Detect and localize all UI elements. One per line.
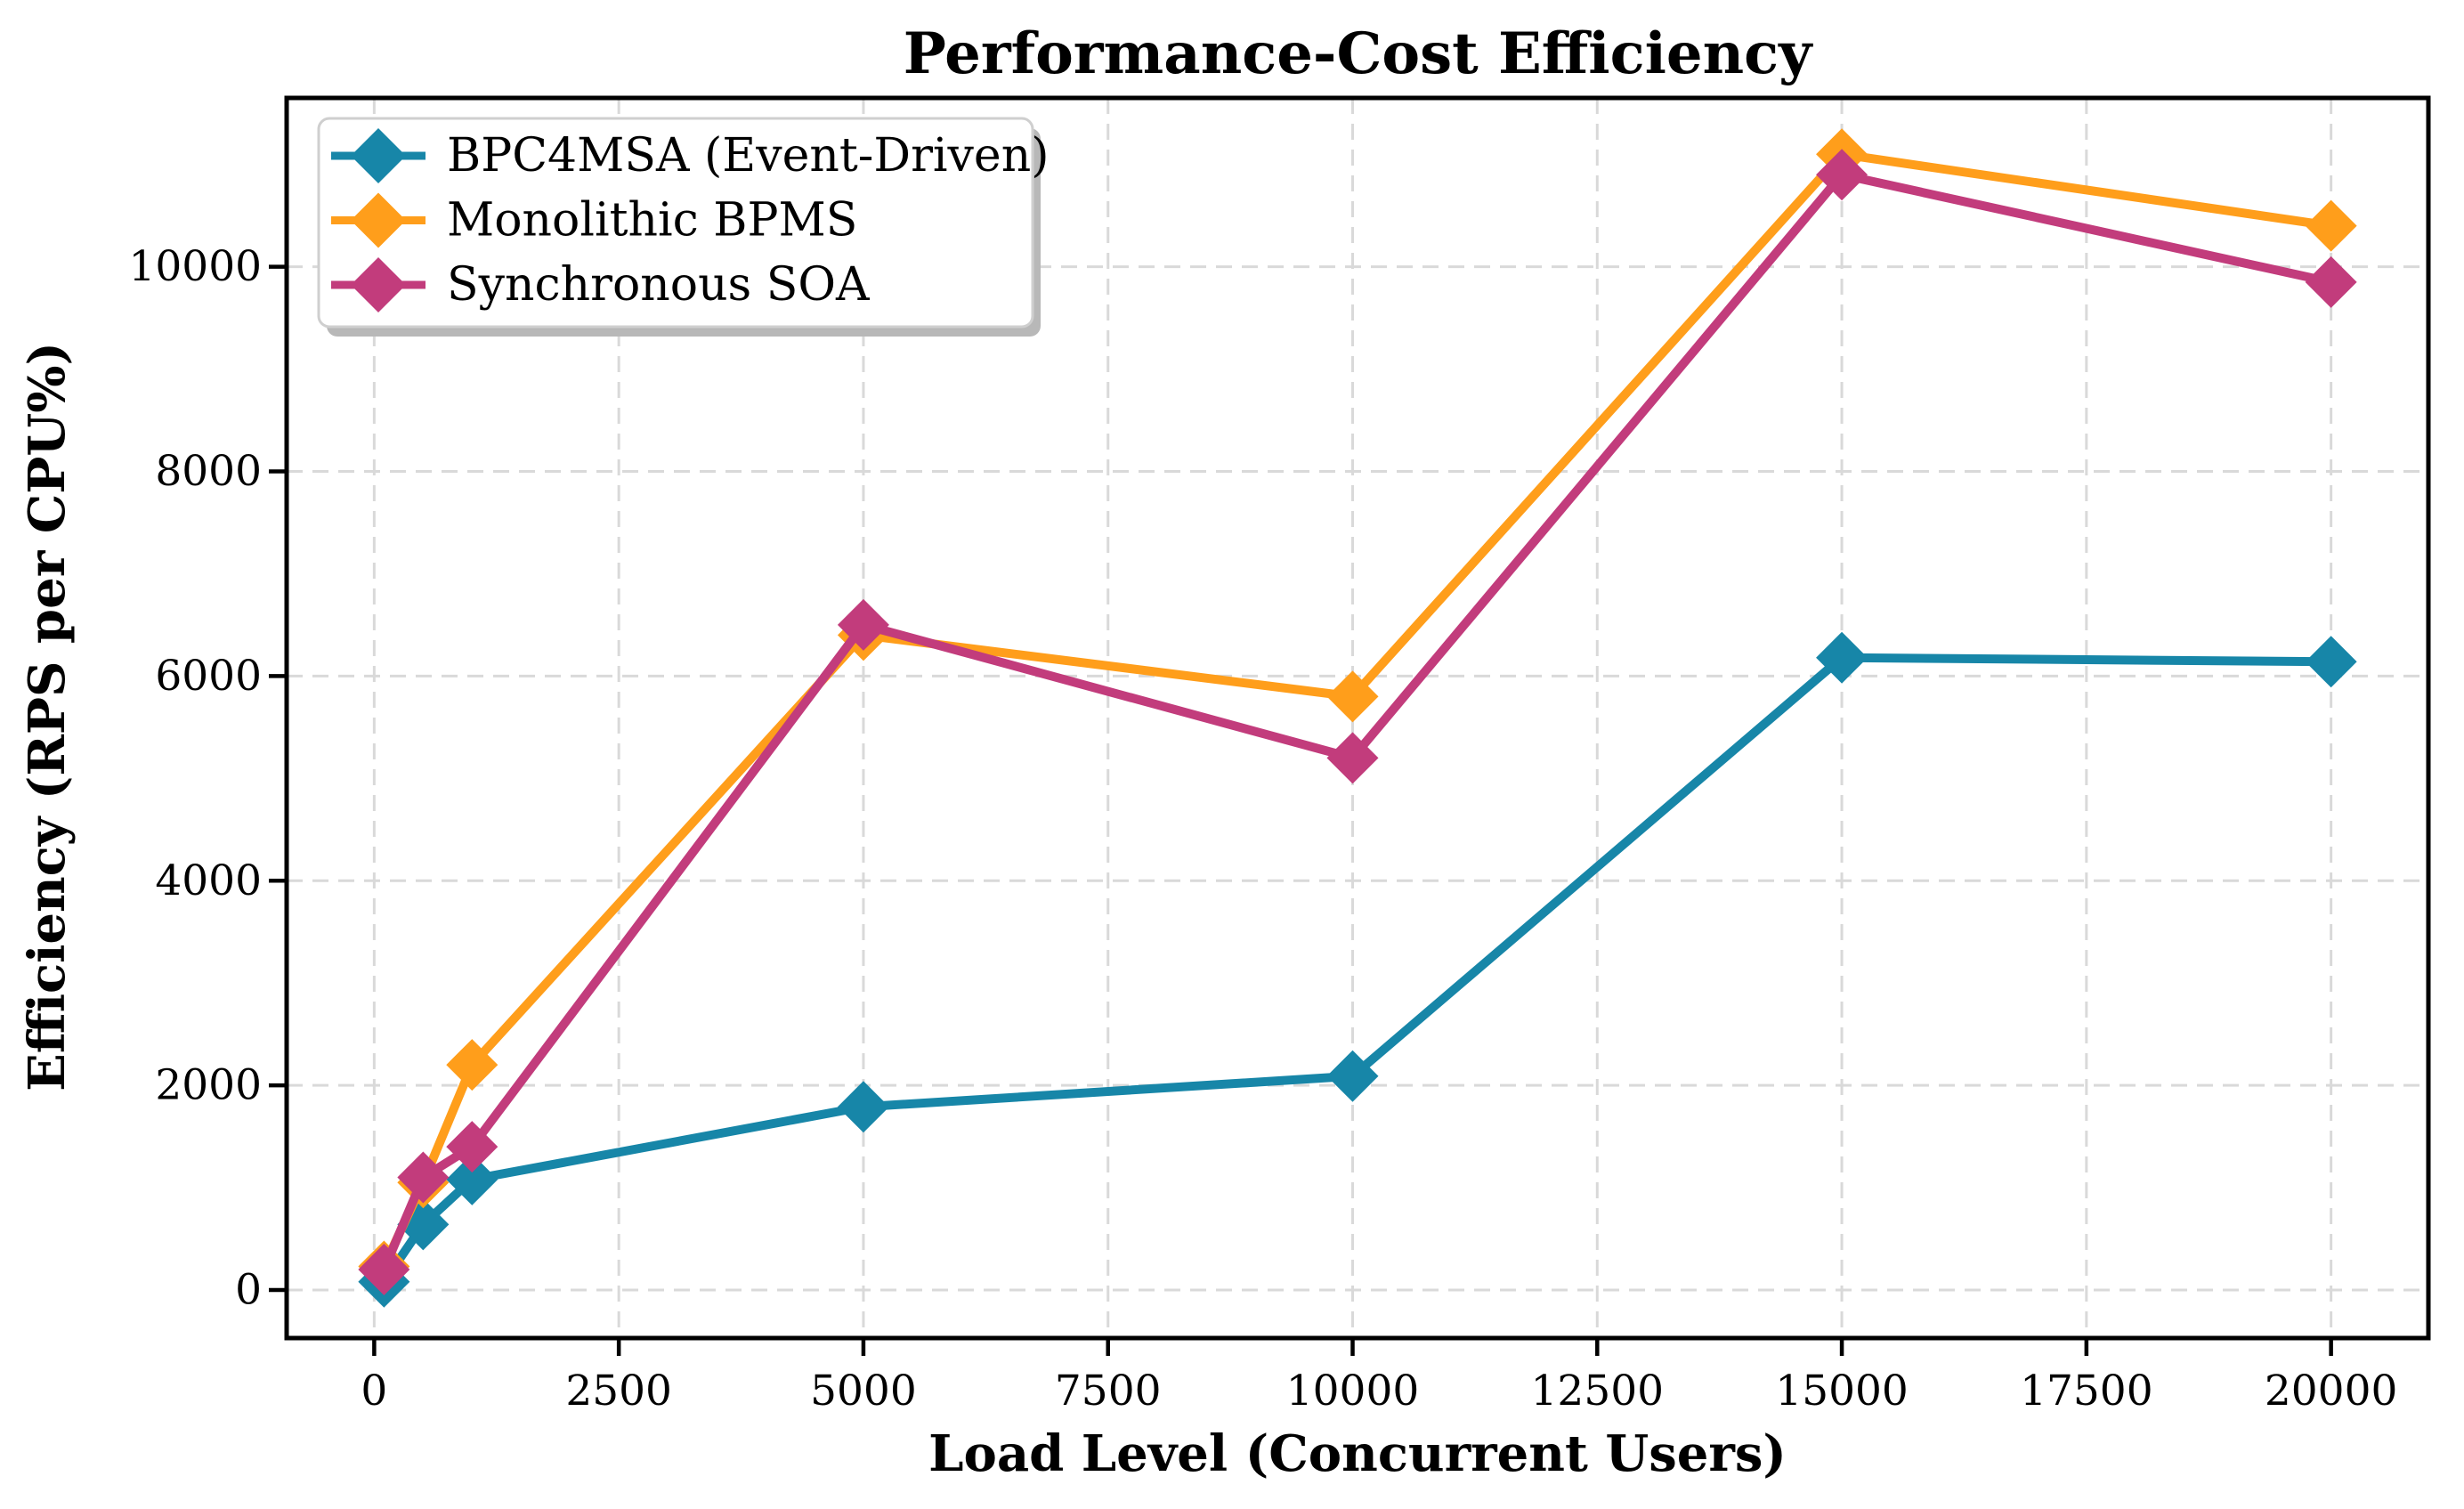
data-point-marker <box>837 1081 889 1133</box>
data-point-marker <box>1816 631 1868 684</box>
chart-title: Performance-Cost Efficiency <box>904 20 1813 87</box>
data-point-marker <box>446 1039 498 1091</box>
data-point-marker <box>2305 636 2357 688</box>
y-tick-label: 6000 <box>155 652 262 701</box>
legend-item-label: BPC4MSA (Event-Driven) <box>447 129 1049 183</box>
data-point-marker <box>446 1121 498 1173</box>
x-tick-label: 15000 <box>1775 1367 1909 1416</box>
x-tick-label: 20000 <box>2265 1367 2398 1416</box>
data-point-marker <box>397 1151 450 1204</box>
data-point-marker <box>358 1243 410 1295</box>
series-line <box>379 170 2332 1271</box>
x-tick-label: 7500 <box>1055 1367 1162 1416</box>
legend: BPC4MSA (Event-Driven) Monolithic BPMS Syn… <box>317 117 1049 337</box>
x-tick-label: 17500 <box>2020 1367 2153 1416</box>
y-tick-label: 8000 <box>155 447 262 496</box>
data-point-marker <box>1326 1050 1379 1102</box>
x-axis-label: Load Level (Concurrent Users) <box>928 1424 1787 1483</box>
x-tick-label: 0 <box>361 1367 387 1416</box>
axes-frame <box>284 95 2431 1341</box>
series-layer <box>358 128 2357 1308</box>
y-tick-label: 4000 <box>155 856 262 905</box>
data-point-marker <box>1326 670 1379 723</box>
data-point-marker <box>2305 199 2357 252</box>
x-tick-label: 2500 <box>565 1367 672 1416</box>
y-axis-label: Efficiency (RPS per CPU%) <box>18 342 77 1091</box>
legend-box <box>317 117 1034 329</box>
legend-item-label: Synchronous SOA <box>447 258 871 312</box>
series-synchronous-soa <box>358 149 2357 1295</box>
legend-marker-diamond <box>351 128 406 183</box>
series-bpc4msa-event-driven <box>358 631 2357 1308</box>
data-point-marker <box>2305 256 2357 308</box>
y-tick-label: 2000 <box>155 1061 262 1110</box>
tick-layer: 0 2500 5000 7500 10000 12500 15000 17500 20000 0 2… <box>128 242 2397 1416</box>
y-tick-label: 0 <box>235 1265 262 1314</box>
legend-item: Monolithic BPMS <box>331 192 857 248</box>
legend-marker-diamond <box>351 257 406 312</box>
x-tick-label: 5000 <box>810 1367 917 1416</box>
legend-item-label: Monolithic BPMS <box>447 194 857 247</box>
x-tick-label: 10000 <box>1286 1367 1420 1416</box>
legend-item: Synchronous SOA <box>331 257 871 312</box>
legend-marker-diamond <box>351 192 406 248</box>
data-point-marker <box>837 598 889 651</box>
legend-item: BPC4MSA (Event-Driven) <box>331 128 1049 183</box>
data-point-marker <box>1326 732 1379 784</box>
data-point-marker <box>446 1153 498 1205</box>
y-tick-label: 10000 <box>128 242 262 291</box>
data-point-marker <box>1816 149 1868 201</box>
x-tick-label: 12500 <box>1531 1367 1665 1416</box>
